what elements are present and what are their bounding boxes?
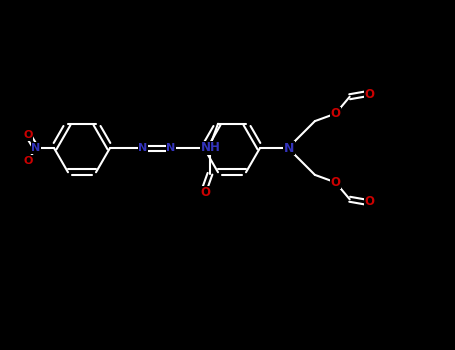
Text: O: O bbox=[200, 186, 210, 199]
Text: NH: NH bbox=[201, 141, 221, 154]
Text: O: O bbox=[364, 195, 374, 208]
Text: O: O bbox=[364, 88, 374, 101]
Text: N: N bbox=[284, 141, 294, 154]
Text: O: O bbox=[23, 156, 33, 166]
Text: O: O bbox=[23, 130, 33, 140]
Text: N: N bbox=[138, 143, 147, 153]
Text: O: O bbox=[330, 176, 340, 189]
Text: O: O bbox=[330, 107, 340, 120]
Text: N: N bbox=[167, 143, 176, 153]
Text: N: N bbox=[31, 143, 40, 153]
